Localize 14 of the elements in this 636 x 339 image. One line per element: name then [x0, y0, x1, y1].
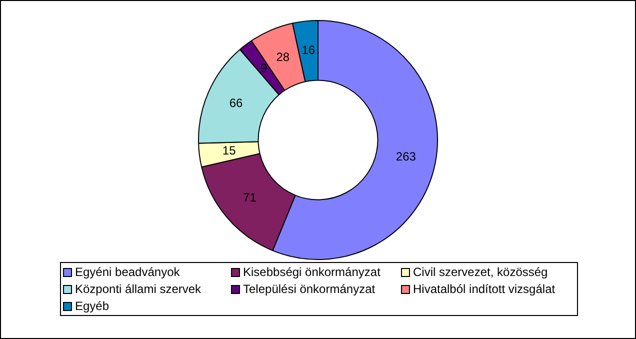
legend-label: Kisebbségi önkormányzat: [243, 265, 380, 279]
data-label: 66: [229, 96, 244, 110]
data-label: 16: [302, 43, 316, 58]
data-label: 28: [276, 50, 290, 64]
legend-label: Hivatalból indított vizsgálat: [413, 282, 556, 296]
legend-label: Civil szervezet, közösség: [413, 265, 548, 279]
data-label: 71: [243, 190, 257, 204]
legend-label: Központi állami szervek: [75, 282, 202, 296]
data-label: 15: [222, 144, 236, 158]
legend-label: Egyéb: [75, 299, 110, 313]
legend-label: Egyéni beadványok: [75, 265, 180, 279]
legend-label: Települési önkormányzat: [243, 282, 376, 296]
data-label: 9: [260, 61, 268, 76]
data-label: 263: [396, 150, 416, 164]
